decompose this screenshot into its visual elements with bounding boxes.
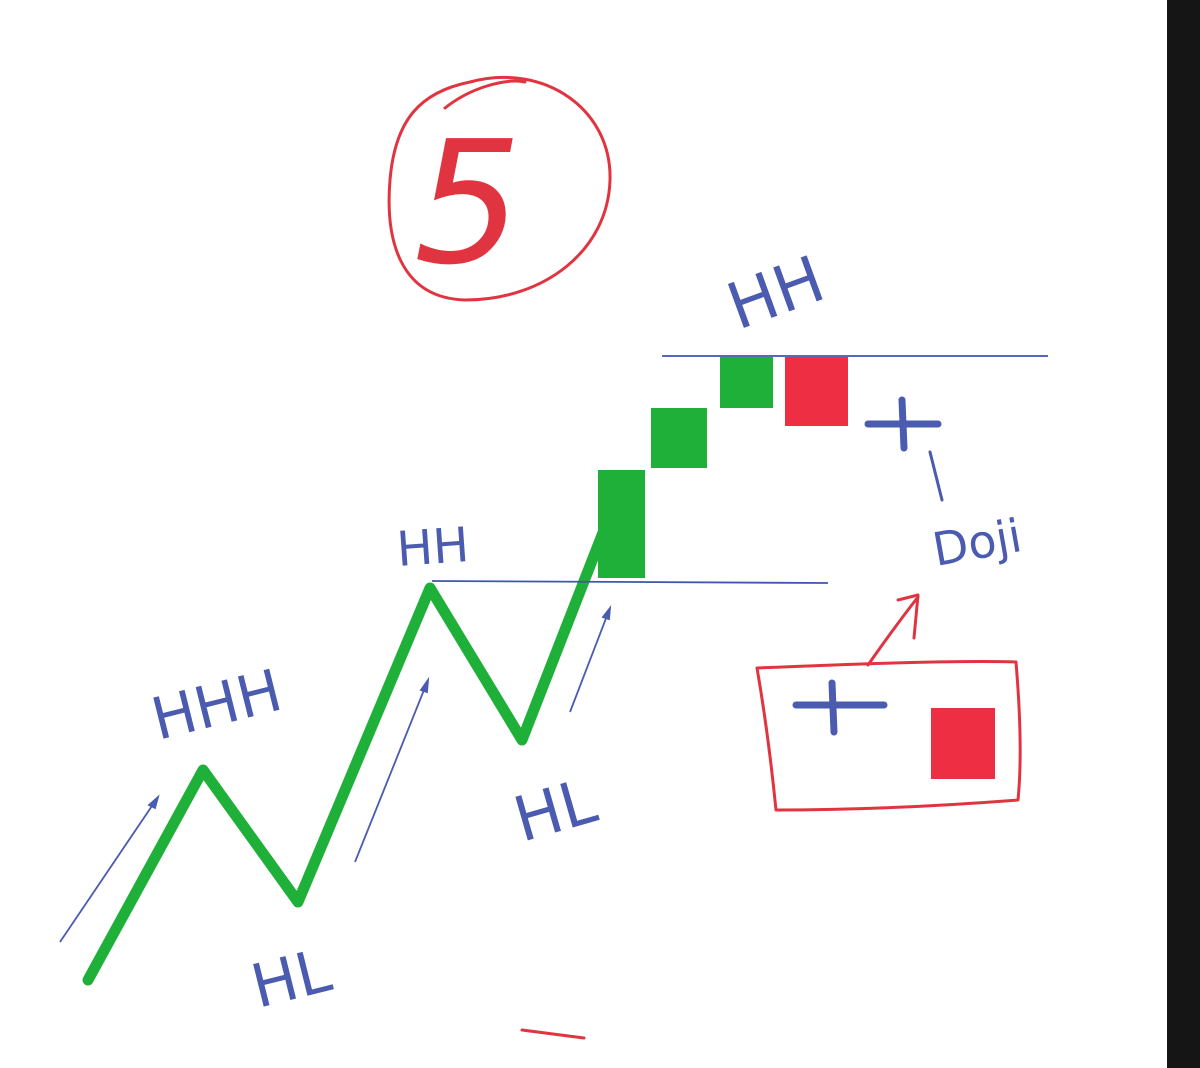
trend-arrows xyxy=(59,605,612,943)
trend-arrow-1 xyxy=(59,796,159,943)
pattern-bear-candle xyxy=(931,708,995,779)
uptrend-zigzag xyxy=(82,524,610,986)
drawing-canvas: 5 HHH HL HH HL HH Doji xyxy=(59,76,1048,1040)
trend-arrow-3 xyxy=(569,607,611,713)
doji-cross-v xyxy=(898,396,908,452)
bull-candle-1 xyxy=(598,470,645,578)
label-hh-second: HH xyxy=(395,517,471,578)
trend-arrow-2 xyxy=(354,679,429,863)
step-marker-circle-overlap xyxy=(443,79,527,110)
bull-candle-2 xyxy=(651,408,707,468)
pattern-box-outline xyxy=(755,659,1022,812)
window-frame-edge xyxy=(1167,0,1200,1068)
doji-cross xyxy=(864,396,942,452)
step-marker-number: 5 xyxy=(414,105,522,303)
doji-pointer-stroke xyxy=(928,450,944,502)
step-marker-circle xyxy=(387,76,612,302)
label-hh-first: HHH xyxy=(145,656,288,754)
pattern-arrow-head xyxy=(896,593,920,640)
label-hl-first: HL xyxy=(245,935,339,1022)
label-hl-second: HL xyxy=(506,764,605,857)
step-marker: 5 xyxy=(387,76,612,303)
pattern-arrow xyxy=(866,595,920,667)
level-line-middle xyxy=(431,580,829,584)
label-hh-top: HH xyxy=(718,243,834,345)
trend-arrow-2-head xyxy=(419,676,430,694)
sketch: 5 HHH HL HH HL HH Doji xyxy=(59,76,1048,1040)
trend-arrow-3-head xyxy=(601,605,612,621)
label-doji: Doji xyxy=(929,508,1026,577)
pattern-doji-cross xyxy=(792,679,888,736)
candles xyxy=(598,357,848,578)
pattern-doji-cross-v xyxy=(828,679,838,736)
trend-arrow-1-head xyxy=(147,794,160,810)
stray-red-dash xyxy=(520,1028,586,1040)
bear-candle xyxy=(785,357,848,426)
bull-candle-3 xyxy=(720,357,773,408)
pattern-box xyxy=(755,593,1022,812)
labels: HHH HL HH HL HH Doji xyxy=(145,243,1026,1023)
